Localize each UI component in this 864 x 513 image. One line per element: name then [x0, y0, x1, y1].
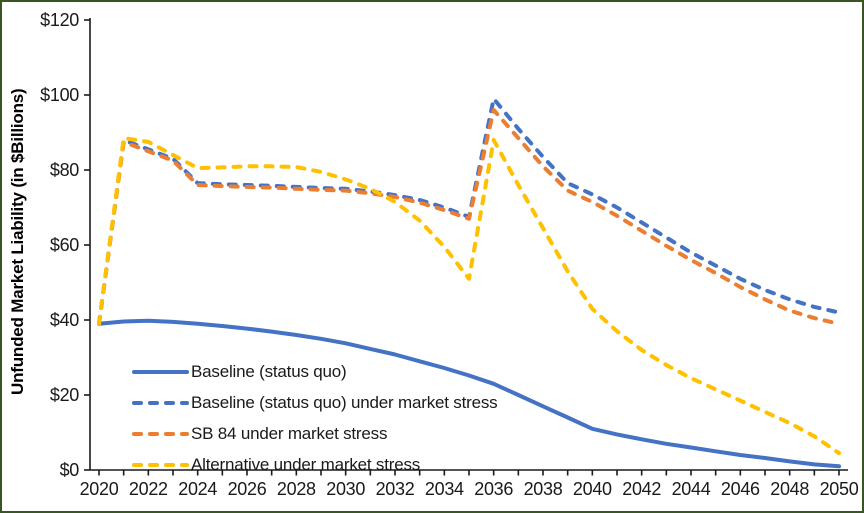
legend-label: Baseline (status quo): [191, 361, 347, 381]
x-tick-label: 2024: [178, 479, 217, 499]
y-tick-label: $60: [50, 235, 79, 255]
x-tick-label: 2026: [228, 479, 267, 499]
y-tick-label: $100: [40, 85, 79, 105]
y-tick-label: $0: [60, 460, 80, 480]
legend-line-sample: [132, 462, 189, 467]
x-tick-label: 2022: [129, 479, 168, 499]
x-tick-label: 2040: [573, 479, 612, 499]
x-tick-label: 2032: [376, 479, 415, 499]
legend-label: SB 84 under market stress: [191, 423, 388, 443]
x-tick-label: 2038: [524, 479, 563, 499]
y-tick-label: $120: [40, 10, 79, 30]
legend-item-baseline-stress: Baseline (status quo) under market stres…: [132, 387, 498, 418]
legend-item-sb84-stress: SB 84 under market stress: [132, 418, 497, 449]
x-tick-label: 2046: [721, 479, 760, 499]
x-tick-label: 2044: [672, 479, 711, 499]
x-tick-label: 2030: [326, 479, 365, 499]
x-tick-label: 2034: [425, 479, 464, 499]
x-tick-label: 2028: [277, 479, 316, 499]
legend-label: Baseline (status quo) under market stres…: [191, 392, 498, 412]
y-tick-label: $40: [50, 310, 79, 330]
x-tick-label: 2036: [474, 479, 513, 499]
x-tick-label: 2042: [622, 479, 661, 499]
y-tick-label: $80: [50, 160, 79, 180]
legend-label: Alternative under market stress: [191, 454, 421, 474]
legend-item-alternative-stress: Alternative under market stress: [132, 449, 497, 480]
x-tick-label: 2020: [80, 479, 119, 499]
legend-item-baseline: Baseline (status quo): [132, 356, 497, 387]
legend-line-sample: [132, 400, 189, 405]
y-axis-title: Unfunded Market Liability (in $Billions): [8, 88, 27, 396]
series-line-2: [97, 108, 841, 326]
series-line-3: [97, 136, 841, 456]
legend-line-sample: [132, 431, 189, 436]
y-tick-label: $20: [50, 385, 79, 405]
series-line-0: [97, 318, 841, 469]
chart-legend: Baseline (status quo) Baseline (status q…: [132, 356, 498, 480]
series-line-1: [97, 96, 841, 326]
x-tick-label: 2050: [820, 479, 859, 499]
legend-line-sample: [132, 369, 189, 374]
x-tick-label: 2048: [770, 479, 809, 499]
